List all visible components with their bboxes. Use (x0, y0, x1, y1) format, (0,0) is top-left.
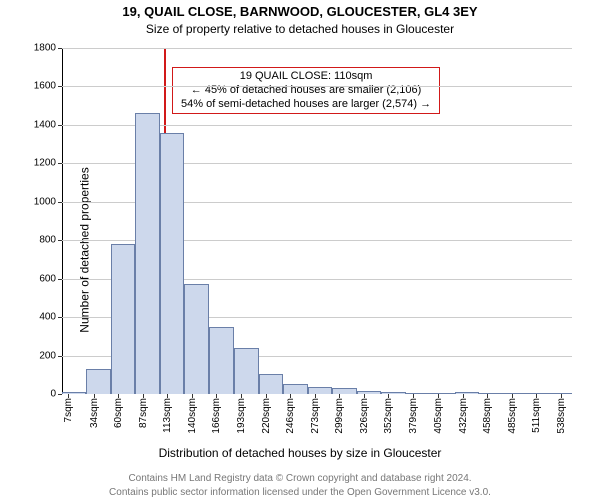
chart-title: 19, QUAIL CLOSE, BARNWOOD, GLOUCESTER, G… (0, 4, 600, 19)
histogram-bar (111, 244, 135, 394)
histogram-bar (135, 113, 160, 394)
xtick-label: 220sqm (261, 394, 272, 434)
annotation-line3: 54% of semi-detached houses are larger (… (181, 98, 431, 112)
xtick-label: 34sqm (89, 394, 100, 428)
histogram-bar (259, 374, 283, 394)
histogram-bar (308, 387, 332, 394)
xtick-label: 326sqm (359, 394, 370, 434)
annotation-line1: 19 QUAIL CLOSE: 110sqm (181, 70, 431, 84)
xtick-label: 352sqm (383, 394, 394, 434)
xtick-label: 511sqm (531, 394, 542, 433)
y-axis-line (62, 48, 63, 394)
x-axis-label: Distribution of detached houses by size … (0, 446, 600, 460)
gridline (62, 86, 572, 87)
histogram-bar (160, 133, 184, 394)
footer-line1: Contains HM Land Registry data © Crown c… (0, 473, 600, 484)
histogram-bar (283, 384, 308, 394)
gridline (62, 48, 572, 49)
xtick-label: 246sqm (285, 394, 296, 434)
xtick-label: 273sqm (310, 394, 321, 434)
xtick-label: 193sqm (236, 394, 247, 434)
ytick-label: 1000 (34, 196, 62, 207)
xtick-label: 140sqm (187, 394, 198, 434)
ytick-label: 1800 (34, 43, 62, 54)
xtick-label: 485sqm (507, 394, 518, 434)
histogram-bar (209, 327, 233, 394)
ytick-label: 400 (39, 312, 62, 323)
xtick-label: 113sqm (162, 394, 173, 433)
xtick-label: 7sqm (64, 394, 75, 422)
xtick-label: 166sqm (211, 394, 222, 434)
ytick-label: 1200 (34, 158, 62, 169)
ytick-label: 1600 (34, 81, 62, 92)
xtick-label: 458sqm (482, 394, 493, 434)
xtick-label: 87sqm (138, 394, 149, 428)
xtick-label: 538sqm (556, 394, 567, 434)
xtick-label: 432sqm (458, 394, 469, 434)
chart-container: 19, QUAIL CLOSE, BARNWOOD, GLOUCESTER, G… (0, 0, 600, 500)
xtick-label: 405sqm (433, 394, 444, 434)
chart-subtitle: Size of property relative to detached ho… (0, 22, 600, 36)
histogram-bar (234, 348, 259, 394)
annotation-box: 19 QUAIL CLOSE: 110sqm ← 45% of detached… (172, 67, 440, 114)
histogram-bar (184, 284, 209, 394)
ytick-label: 800 (39, 235, 62, 246)
ytick-label: 200 (39, 350, 62, 361)
footer-line2: Contains public sector information licen… (0, 487, 600, 498)
histogram-bar (86, 369, 111, 394)
xtick-label: 60sqm (113, 394, 124, 428)
xtick-label: 299sqm (334, 394, 345, 434)
ytick-label: 1400 (34, 119, 62, 130)
ytick-label: 0 (50, 389, 62, 400)
xtick-label: 379sqm (408, 394, 419, 434)
plot-area: 19 QUAIL CLOSE: 110sqm ← 45% of detached… (62, 48, 572, 394)
ytick-label: 600 (39, 273, 62, 284)
